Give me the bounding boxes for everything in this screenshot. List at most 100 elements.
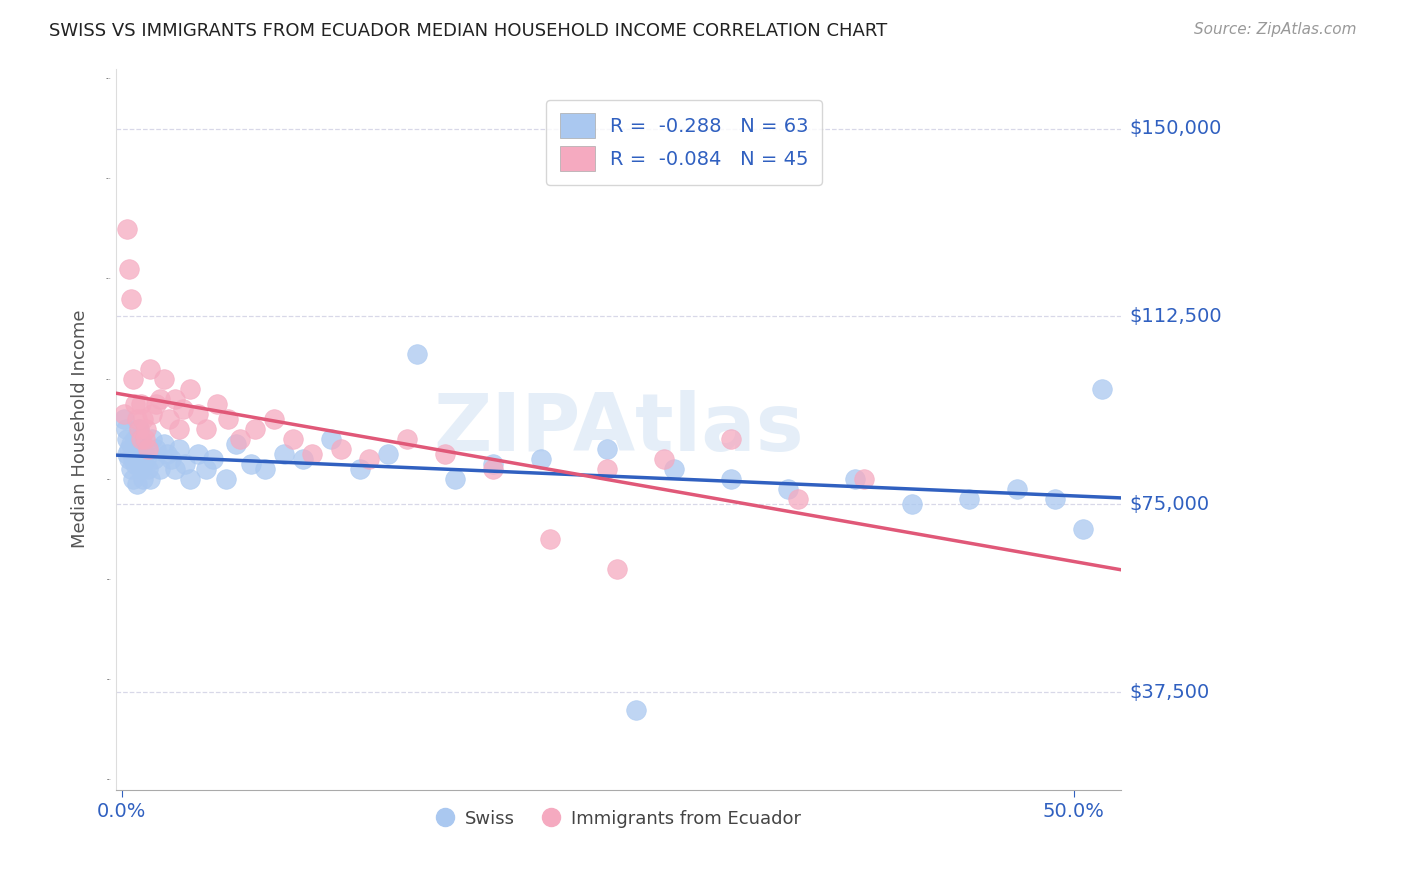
Point (152, 372, 174, 386)
Point (112, 407, 135, 421)
Point (118, 452, 141, 467)
Point (187, 447, 209, 461)
Point (179, 472, 201, 486)
Point (145, 397, 167, 411)
Text: $150,000: $150,000 (1129, 120, 1222, 138)
Point (538, 533, 561, 547)
Point (138, 442, 160, 457)
Point (291, 452, 314, 467)
Y-axis label: Median Household Income: Median Household Income (72, 310, 89, 549)
Point (253, 462, 276, 476)
Point (229, 432, 252, 446)
Point (163, 462, 186, 476)
Point (194, 462, 217, 476)
Point (149, 462, 172, 476)
Point (606, 562, 628, 576)
Point (129, 437, 152, 451)
Point (405, 347, 427, 361)
Point (359, 452, 381, 467)
Point (273, 447, 295, 461)
Point (134, 447, 156, 461)
Point (131, 457, 153, 471)
Point (112, 412, 135, 426)
Point (167, 442, 190, 457)
Point (131, 412, 153, 426)
Text: SWISS VS IMMIGRANTS FROM ECUADOR MEDIAN HOUSEHOLD INCOME CORRELATION CHART: SWISS VS IMMIGRANTS FROM ECUADOR MEDIAN … (49, 22, 887, 40)
Point (720, 432, 742, 446)
Point (125, 477, 148, 491)
Point (124, 432, 146, 446)
Point (194, 422, 217, 436)
Point (156, 447, 179, 461)
Point (215, 472, 238, 486)
Point (321, 432, 343, 446)
Point (120, 462, 142, 476)
Text: $75,000: $75,000 (1129, 495, 1209, 514)
Point (205, 397, 228, 411)
Point (778, 483, 800, 497)
Point (654, 452, 676, 467)
Point (157, 412, 180, 426)
Point (145, 442, 167, 457)
Point (301, 447, 323, 461)
Point (853, 472, 876, 486)
Point (122, 452, 145, 467)
Point (141, 407, 163, 421)
Point (149, 392, 172, 406)
Point (117, 432, 139, 446)
Point (124, 457, 146, 471)
Point (596, 462, 619, 476)
Point (124, 397, 146, 411)
Point (1091, 382, 1114, 396)
Point (786, 492, 808, 507)
Text: ZIPAtlas: ZIPAtlas (433, 390, 804, 468)
Point (187, 407, 209, 421)
Point (134, 432, 156, 446)
Point (138, 462, 160, 476)
Point (122, 472, 145, 486)
Point (225, 437, 247, 451)
Point (118, 442, 141, 457)
Text: Source: ZipAtlas.com: Source: ZipAtlas.com (1194, 22, 1357, 37)
Point (120, 437, 142, 451)
Point (129, 432, 152, 446)
Point (117, 447, 139, 461)
Point (1043, 492, 1066, 507)
Point (128, 452, 150, 467)
Point (901, 497, 924, 511)
Point (173, 457, 195, 471)
Text: $37,500: $37,500 (1129, 682, 1209, 702)
Point (957, 492, 980, 507)
Point (135, 422, 157, 436)
Point (349, 462, 371, 476)
Point (377, 447, 399, 461)
Point (482, 457, 505, 471)
Point (125, 442, 148, 457)
Point (202, 452, 225, 467)
Point (131, 472, 153, 486)
Point (139, 472, 162, 486)
Point (122, 372, 145, 386)
Point (281, 432, 304, 446)
Point (172, 402, 194, 417)
Point (129, 462, 152, 476)
Point (160, 452, 183, 467)
Point (167, 422, 190, 436)
Point (329, 442, 352, 457)
Point (128, 422, 150, 436)
Point (120, 292, 142, 306)
Point (114, 422, 136, 436)
Point (720, 472, 742, 486)
Point (217, 412, 239, 426)
Point (163, 392, 186, 406)
Point (240, 457, 263, 471)
Point (118, 261, 141, 276)
Point (1005, 483, 1028, 497)
Point (135, 452, 157, 467)
Point (243, 422, 266, 436)
Point (624, 703, 647, 717)
Text: $112,500: $112,500 (1129, 307, 1222, 326)
Point (482, 462, 505, 476)
Point (141, 432, 163, 446)
Point (152, 437, 174, 451)
